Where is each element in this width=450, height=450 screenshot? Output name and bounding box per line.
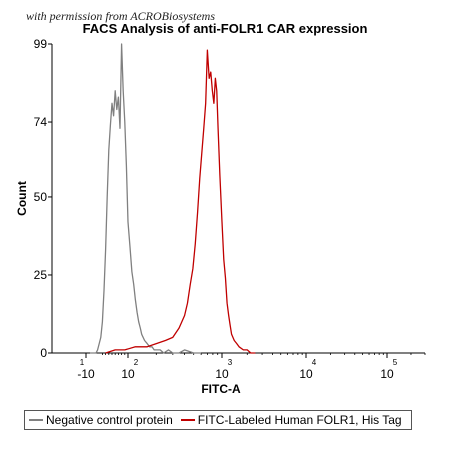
legend-item-negative-control: Negative control protein [29, 413, 173, 427]
legend-swatch-gray-line [29, 419, 43, 421]
y-tick-label: 99 [34, 37, 48, 51]
negative-control-histogram-line [90, 43, 202, 354]
x-tick-label: 10 [299, 367, 313, 381]
y-tick-label: 0 [40, 346, 47, 360]
y-axis-label: Count [15, 181, 29, 216]
x-tick-label: 10 [380, 367, 394, 381]
y-tick-label: 50 [34, 190, 48, 204]
legend-item-fitc-folr1: FITC-Labeled Human FOLR1, His Tag [180, 413, 402, 427]
x-tick-label: 10 [121, 367, 135, 381]
x-tick-label: 10 [215, 367, 229, 381]
y-tick-label: 25 [34, 268, 48, 282]
legend-label-fitc-folr1: FITC-Labeled Human FOLR1, His Tag [197, 413, 402, 427]
x-tick-label: -10 [77, 367, 95, 381]
legend-label-negative-control: Negative control protein [46, 413, 173, 427]
watermark-text: with permission from ACROBiosystems [26, 9, 216, 23]
x-axis-label: FITC-A [201, 382, 241, 396]
legend-swatch-red-line [180, 419, 195, 421]
x-tick-exponent: 5 [393, 358, 398, 367]
chart-legend: Negative control protein FITC-Labeled Hu… [24, 410, 412, 430]
x-tick-exponent: 2 [134, 358, 139, 367]
fitc-folr1-histogram-line [105, 49, 256, 354]
y-tick-label: 74 [34, 115, 48, 129]
x-tick-exponent: 3 [228, 358, 233, 367]
x-tick-exponent: 4 [312, 358, 317, 367]
chart-title: FACS Analysis of anti-FOLR1 CAR expressi… [82, 21, 368, 36]
x-tick-exponent: 1 [80, 358, 85, 367]
